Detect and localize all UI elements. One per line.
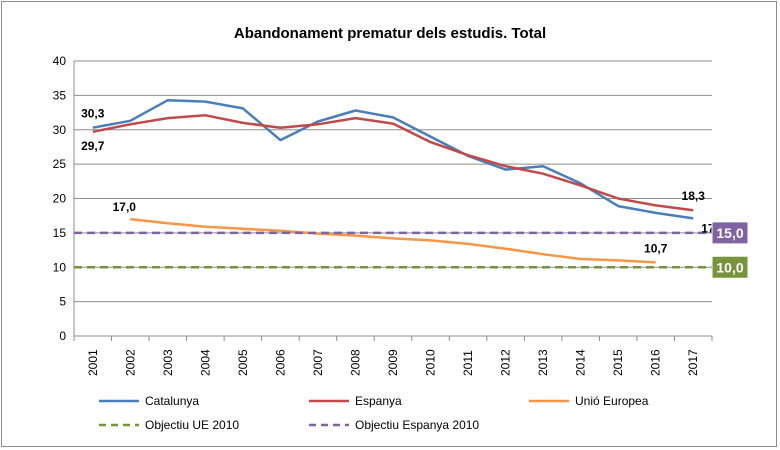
target-badge-label: 10,0 <box>716 259 743 275</box>
y-tick-label: 15 <box>53 226 67 240</box>
chart-title: Abandonament prematur dels estudis. Tota… <box>234 25 546 42</box>
data-label: 29,7 <box>81 139 105 153</box>
x-tick-label: 2017 <box>686 349 700 376</box>
series-line-uni-europea <box>130 217 656 264</box>
legend-entry: Espanya <box>355 394 402 408</box>
y-tick-label: 35 <box>53 88 67 102</box>
legend-entry: Unió Europea <box>575 394 649 408</box>
data-label: 17,0 <box>113 200 137 214</box>
y-tick-label: 25 <box>53 157 67 171</box>
x-tick-label: 2011 <box>461 350 475 376</box>
y-tick-label: 5 <box>59 295 66 309</box>
gridlines <box>74 60 712 303</box>
legend-entry: Objectiu Espanya 2010 <box>355 418 479 432</box>
y-tick-label: 20 <box>53 192 67 206</box>
y-tick-label: 10 <box>53 260 67 274</box>
x-tick-label: 2002 <box>123 349 137 376</box>
y-tick-label: 0 <box>59 329 66 343</box>
x-tick-label: 2012 <box>499 349 513 376</box>
x-tick-label: 2009 <box>386 349 400 376</box>
legend-entry: Objectiu UE 2010 <box>145 418 239 432</box>
target-badges: 15,0 10,0 <box>711 221 749 279</box>
x-tick-label: 2016 <box>649 349 663 376</box>
y-axis-ticks: 0 5 10 15 20 25 30 35 40 <box>53 54 67 343</box>
data-label: 30,3 <box>81 107 105 121</box>
x-tick-label: 2015 <box>611 349 625 376</box>
x-tick-label: 2004 <box>198 349 212 376</box>
x-tick-label: 2007 <box>311 349 325 376</box>
x-tick-label: 2013 <box>536 349 550 376</box>
x-tick-label: 2003 <box>161 349 175 376</box>
x-tick-label: 2001 <box>86 349 100 376</box>
x-axis-ticks: 2001 2002 2003 2004 2005 2006 2007 2008 2009 2010… <box>73 336 713 376</box>
x-tick-label: 2010 <box>424 349 438 376</box>
legend: Catalunya Espanya Unió Europea Objectiu UE … <box>99 394 649 432</box>
axes <box>73 61 712 337</box>
series-line-espanya <box>92 114 694 212</box>
series-lines <box>74 98 712 269</box>
data-label: 18,3 <box>682 189 706 203</box>
y-tick-label: 30 <box>53 123 67 137</box>
data-label: 10,7 <box>644 241 668 255</box>
x-tick-label: 2006 <box>273 349 287 376</box>
target-badge <box>711 221 749 245</box>
target-badge-label: 15,0 <box>716 225 743 241</box>
target-badge <box>711 255 749 279</box>
x-tick-label: 2008 <box>348 349 362 376</box>
y-tick-label: 40 <box>53 54 67 68</box>
x-tick-label: 2005 <box>236 349 250 376</box>
legend-entry: Catalunya <box>145 394 199 408</box>
x-tick-label: 2014 <box>574 349 588 376</box>
